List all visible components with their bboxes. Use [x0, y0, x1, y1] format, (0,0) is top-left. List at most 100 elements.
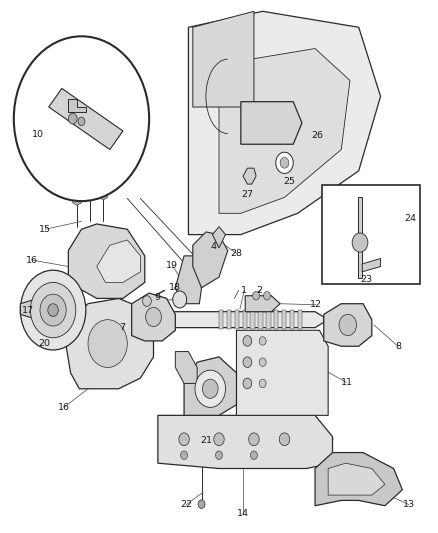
Polygon shape [243, 310, 247, 329]
Circle shape [180, 451, 187, 459]
Polygon shape [251, 310, 255, 329]
Polygon shape [66, 298, 153, 389]
Polygon shape [86, 189, 95, 200]
Circle shape [259, 358, 266, 367]
Text: 20: 20 [39, 339, 50, 348]
Text: 19: 19 [166, 261, 178, 270]
Text: 18: 18 [169, 283, 180, 292]
Polygon shape [97, 240, 141, 282]
Polygon shape [274, 310, 279, 329]
Circle shape [215, 451, 223, 459]
Text: 16: 16 [26, 256, 38, 264]
Text: 12: 12 [310, 300, 322, 309]
Polygon shape [175, 256, 201, 304]
Polygon shape [158, 415, 332, 469]
Polygon shape [49, 88, 123, 150]
Text: 24: 24 [404, 214, 416, 223]
Text: 2: 2 [256, 286, 262, 295]
Circle shape [146, 308, 161, 327]
Circle shape [279, 433, 290, 446]
Polygon shape [315, 453, 403, 506]
Text: 7: 7 [119, 323, 125, 332]
Polygon shape [243, 168, 256, 184]
Polygon shape [328, 463, 385, 495]
Polygon shape [266, 310, 271, 329]
Circle shape [243, 378, 252, 389]
Polygon shape [175, 352, 197, 383]
Circle shape [40, 294, 66, 326]
Text: 26: 26 [311, 131, 323, 140]
Text: 23: 23 [360, 275, 373, 284]
Polygon shape [68, 99, 86, 112]
Polygon shape [20, 298, 44, 320]
Circle shape [253, 292, 260, 300]
Circle shape [195, 370, 226, 407]
Circle shape [243, 357, 252, 368]
Circle shape [280, 158, 289, 168]
Polygon shape [219, 310, 223, 329]
Circle shape [14, 36, 149, 201]
Polygon shape [358, 197, 362, 278]
Text: 8: 8 [395, 342, 401, 351]
Polygon shape [193, 232, 228, 288]
Polygon shape [132, 293, 175, 341]
Circle shape [173, 291, 187, 308]
Text: 11: 11 [340, 378, 353, 387]
Circle shape [259, 337, 266, 345]
Circle shape [30, 282, 76, 338]
Polygon shape [241, 102, 302, 144]
Text: 15: 15 [39, 225, 51, 234]
Circle shape [198, 500, 205, 508]
Text: 25: 25 [283, 177, 295, 186]
Polygon shape [188, 11, 381, 235]
Polygon shape [258, 310, 263, 329]
Polygon shape [235, 310, 239, 329]
Circle shape [179, 433, 189, 446]
Circle shape [249, 433, 259, 446]
Circle shape [20, 270, 86, 350]
Polygon shape [237, 330, 328, 415]
Circle shape [352, 233, 368, 252]
Polygon shape [227, 310, 231, 329]
Polygon shape [297, 310, 302, 329]
Polygon shape [362, 259, 381, 272]
Circle shape [276, 152, 293, 173]
Text: 14: 14 [237, 509, 249, 518]
Polygon shape [282, 310, 286, 329]
Circle shape [251, 451, 258, 459]
Circle shape [48, 304, 58, 317]
Polygon shape [324, 304, 372, 346]
Bar [321, 185, 420, 284]
Circle shape [143, 296, 151, 306]
Circle shape [88, 320, 127, 368]
Text: 21: 21 [200, 437, 212, 446]
Polygon shape [68, 224, 145, 298]
Text: 17: 17 [22, 305, 34, 314]
Circle shape [243, 336, 252, 346]
Circle shape [202, 379, 218, 398]
Text: 9: 9 [154, 293, 160, 302]
Text: 27: 27 [241, 190, 253, 199]
Polygon shape [290, 310, 294, 329]
Circle shape [78, 117, 85, 126]
Polygon shape [219, 49, 350, 213]
Circle shape [264, 292, 271, 300]
Text: 1: 1 [241, 286, 247, 295]
Text: 22: 22 [180, 500, 192, 509]
Polygon shape [84, 312, 324, 328]
Polygon shape [184, 357, 237, 415]
Polygon shape [73, 195, 81, 205]
Circle shape [259, 379, 266, 387]
Circle shape [68, 114, 77, 124]
Polygon shape [193, 11, 254, 107]
Text: 10: 10 [32, 130, 44, 139]
Polygon shape [99, 189, 108, 200]
Circle shape [214, 433, 224, 446]
Text: 28: 28 [230, 249, 243, 258]
Text: 16: 16 [58, 403, 70, 412]
Polygon shape [212, 227, 226, 248]
Circle shape [339, 314, 357, 336]
Text: 4: 4 [211, 242, 217, 251]
Polygon shape [245, 296, 280, 312]
Text: 13: 13 [403, 500, 415, 509]
